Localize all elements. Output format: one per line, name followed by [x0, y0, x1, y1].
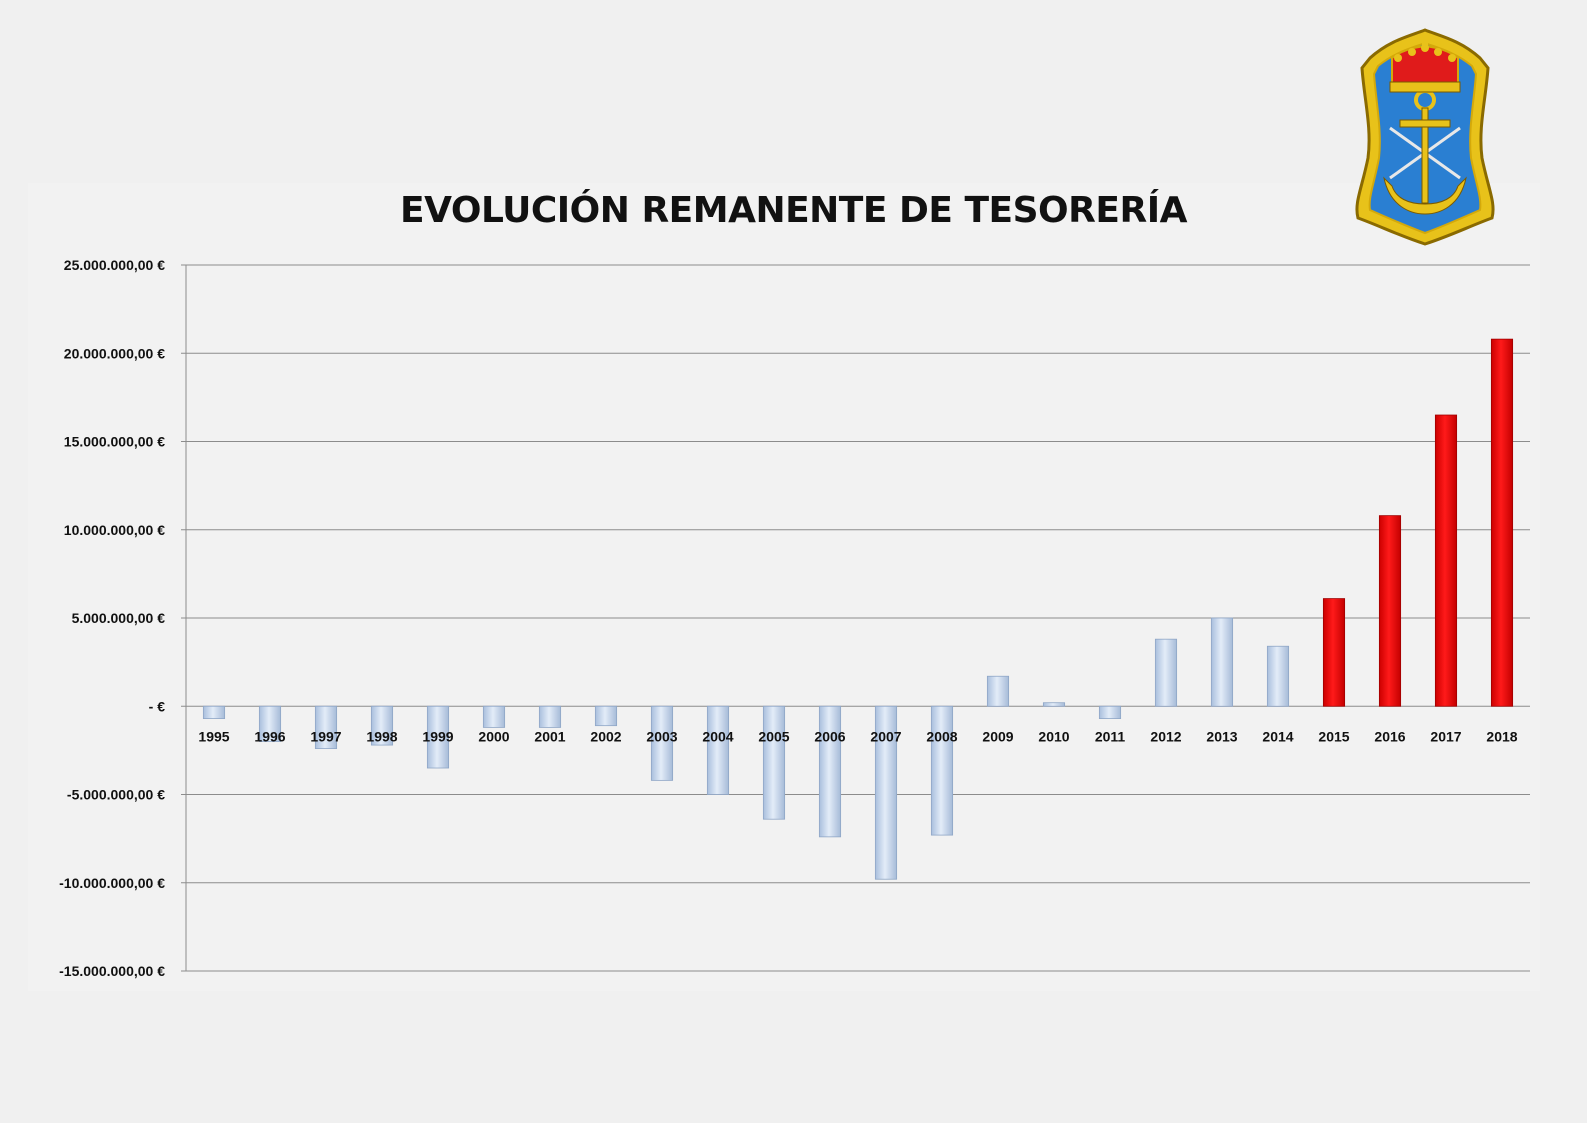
chart-panel [28, 183, 1540, 991]
x-tick-label: 2003 [646, 728, 677, 744]
x-tick-label: 1998 [366, 728, 397, 744]
x-axis-labels: 1995 1996 1997 1998 1999 2000 2001 2002 2003 2004… [198, 728, 1517, 744]
y-axis: 25.000.000,00 € 20.000.000,00 € 15.000.000… [59, 257, 187, 979]
bar-2000 [482, 705, 506, 728]
x-tick-label: 2007 [870, 728, 901, 744]
bar-2018 [1490, 338, 1514, 707]
x-tick-label: 2002 [590, 728, 621, 744]
bar-2001 [538, 705, 562, 728]
x-tick-label: 2017 [1430, 728, 1461, 744]
gridlines [186, 264, 1530, 972]
bar-2016 [1378, 515, 1402, 707]
x-tick-label: 2008 [926, 728, 957, 744]
x-tick-label: 2011 [1095, 728, 1126, 744]
y-tick-label: 20.000.000,00 € [64, 345, 165, 361]
x-tick-label: 1996 [254, 728, 285, 744]
bar-2005 [762, 705, 786, 820]
x-tick-label: 2004 [702, 728, 733, 744]
bars [202, 338, 1514, 880]
bar-2012 [1154, 638, 1178, 707]
anchor-crown-emblem [1355, 28, 1495, 246]
y-tick-label: -5.000.000,00 € [67, 787, 165, 803]
y-tick-label: 5.000.000,00 € [72, 610, 166, 626]
x-tick-label: 2005 [758, 728, 789, 744]
chart-title: EVOLUCIÓN REMANENTE DE TESORERÍA [400, 190, 1187, 231]
bar-2003 [650, 705, 674, 781]
bar-2009 [986, 675, 1010, 707]
bar-2017 [1434, 414, 1458, 707]
bar-1999 [426, 705, 450, 769]
y-tick-label: -10.000.000,00 € [59, 875, 165, 891]
bar-2014 [1266, 645, 1290, 707]
x-tick-label: 2012 [1150, 728, 1181, 744]
y-tick-label: 15.000.000,00 € [64, 434, 165, 450]
x-tick-label: 2001 [534, 728, 565, 744]
y-tick-label: -15.000.000,00 € [59, 963, 165, 979]
bar-1995 [202, 705, 226, 720]
bar-2011 [1098, 705, 1122, 720]
bar-2008 [930, 705, 954, 836]
y-tick-label: - € [149, 698, 166, 714]
x-tick-label: 2006 [814, 728, 845, 744]
bar-1996 [258, 705, 282, 742]
bar-2007 [874, 705, 898, 880]
bar-2002 [594, 705, 618, 727]
x-tick-label: 2009 [982, 728, 1013, 744]
x-tick-label: 2015 [1318, 728, 1349, 744]
x-tick-label: 2000 [478, 728, 509, 744]
y-tick-label: 25.000.000,00 € [64, 257, 165, 273]
bar-1997 [314, 705, 338, 750]
x-tick-label: 2013 [1206, 728, 1237, 744]
bar-2010 [1042, 702, 1066, 707]
x-tick-label: 1997 [310, 728, 341, 744]
y-tick-label: 10.000.000,00 € [64, 522, 165, 538]
x-tick-label: 1999 [422, 728, 453, 744]
bar-2004 [706, 705, 730, 795]
x-tick-label: 2010 [1038, 728, 1069, 744]
x-tick-label: 2014 [1262, 728, 1293, 744]
x-tick-label: 2016 [1374, 728, 1405, 744]
x-tick-label: 2018 [1486, 728, 1517, 744]
x-tick-label: 1995 [198, 728, 229, 744]
bar-1998 [370, 705, 394, 746]
bar-2013 [1210, 617, 1234, 707]
bar-2015 [1322, 598, 1346, 707]
bar-2006 [818, 705, 842, 838]
